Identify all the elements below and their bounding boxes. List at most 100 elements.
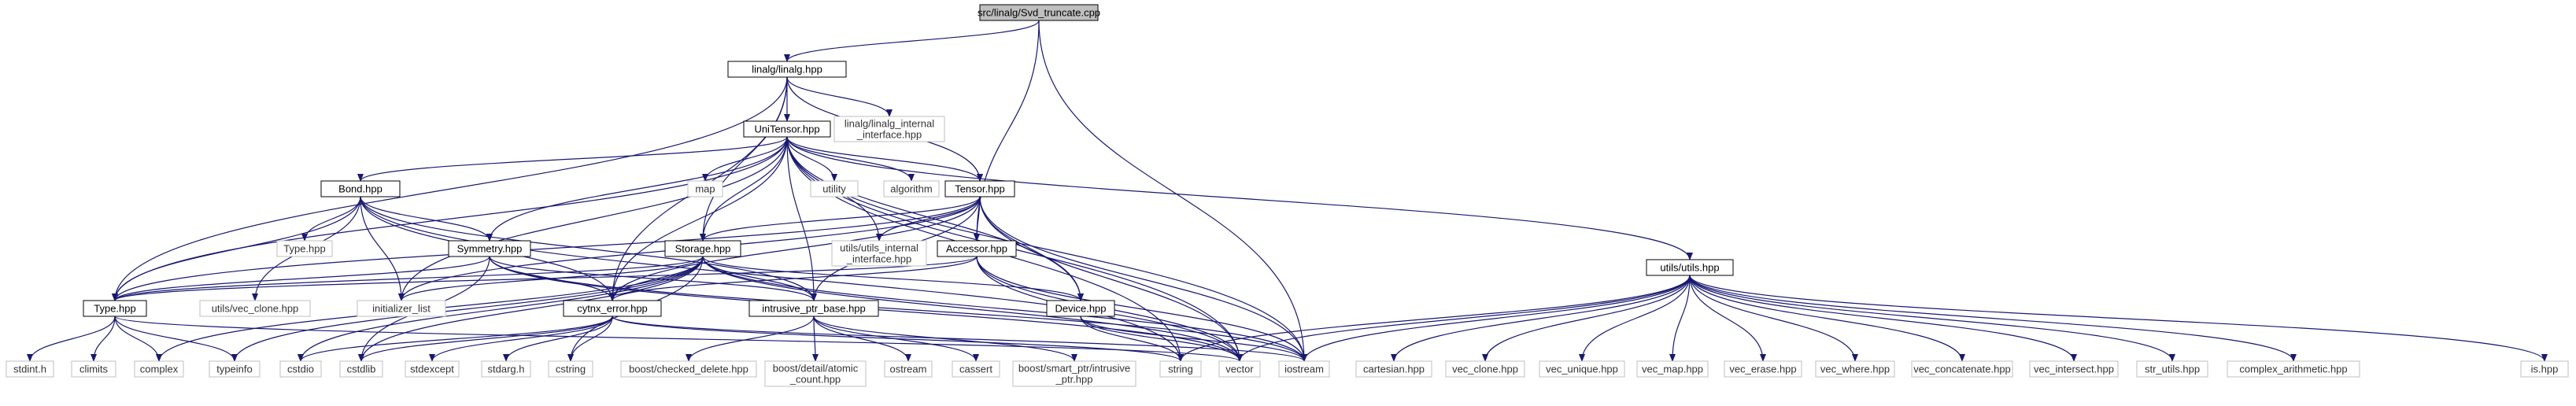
edge-utils-to-vector — [1236, 275, 1691, 362]
node-is_hpp: is.hpp — [2520, 360, 2569, 378]
node-label: boost/checked_delete.hpp — [629, 364, 748, 375]
node-accessor[interactable]: Accessor.hpp — [937, 240, 1017, 257]
node-box — [883, 180, 940, 197]
edge-storage-to-vector — [702, 256, 1243, 362]
node-label: Device.hpp — [1055, 303, 1106, 315]
node-label: typeinfo — [216, 364, 253, 375]
edge-unitensor-to-device — [786, 136, 1084, 301]
edge-linalg-to-linalg_internal — [786, 76, 893, 117]
node-box — [199, 300, 311, 317]
edge-tensor-to-storage — [700, 196, 981, 242]
node-box — [448, 240, 531, 257]
nodes-layer: src/linalg/Svd_truncate.cpp linalg/linalg… — [6, 4, 2569, 387]
node-bond[interactable]: Bond.hpp — [320, 180, 401, 197]
node-vec_where: vec_where.hpp — [1815, 360, 1895, 378]
edge-intrusive-to-boost_smart — [813, 316, 1077, 362]
node-box — [6, 360, 54, 378]
node-label: _ptr.hpp — [1055, 374, 1093, 386]
node-utils[interactable]: utils/utils.hpp — [1646, 259, 1734, 276]
node-label: utils/utils_internal — [840, 242, 918, 254]
node-complex: complex — [134, 360, 184, 378]
node-box — [743, 120, 831, 138]
edge-storage-to-iostream — [702, 256, 1307, 362]
edge-bond-to-type_hpp_ext — [301, 196, 361, 242]
node-label: vec_erase.hpp — [1729, 364, 1796, 375]
node-box — [1724, 360, 1802, 378]
node-box — [339, 360, 383, 378]
node-str_utils: str_utils.hpp — [2136, 360, 2208, 378]
edge-intrusive-to-cassert — [813, 316, 979, 362]
node-box — [71, 360, 116, 378]
edge-unitensor-to-algorithm — [786, 136, 915, 182]
node-box — [937, 240, 1017, 257]
node-box — [687, 180, 723, 197]
node-label: Storage.hpp — [675, 243, 731, 255]
node-box — [764, 360, 867, 387]
node-box — [2227, 360, 2360, 378]
node-stdint: stdint.h — [6, 360, 54, 378]
node-label: vector — [1225, 364, 1254, 375]
edge-bond-to-symmetry — [360, 196, 493, 242]
node-box — [209, 360, 261, 378]
node-map: map — [687, 180, 723, 197]
node-utility: utility — [810, 180, 859, 197]
node-box — [1159, 360, 1202, 378]
node-box — [1539, 360, 1625, 378]
edge-utils-to-complex_arith — [1689, 275, 2297, 362]
edge-utils-to-is_hpp — [1689, 275, 2548, 362]
node-box — [1278, 360, 1330, 378]
edge-utils-to-vec_concatenate — [1689, 275, 1965, 362]
edge-unitensor-to-tensor — [786, 136, 983, 182]
edge-accessor-to-cytnx_error — [609, 256, 978, 301]
node-label: Type.hpp — [283, 243, 326, 255]
node-tensor[interactable]: Tensor.hpp — [944, 180, 1015, 197]
edge-tensor-to-vector — [979, 196, 1243, 362]
edge-cytnx_error-to-cstring — [567, 316, 613, 362]
node-cytnx_error[interactable]: cytnx_error.hpp — [563, 300, 662, 317]
node-box — [2520, 360, 2569, 378]
node-vec_clone: vec_clone.hpp — [1445, 360, 1525, 378]
edge-type-to-climits — [91, 316, 116, 362]
edge-symmetry-to-intrusive — [489, 256, 817, 301]
node-label: vec_map.hpp — [1642, 364, 1703, 375]
node-label: utils/utils.hpp — [1660, 262, 1719, 274]
node-linalg[interactable]: linalg/linalg.hpp — [727, 61, 847, 78]
node-box — [952, 360, 1000, 378]
edge-tensor-to-type — [112, 196, 981, 301]
node-label: _interface.hpp — [846, 253, 911, 265]
node-climits: climits — [71, 360, 116, 378]
node-box — [134, 360, 184, 378]
node-storage[interactable]: Storage.hpp — [664, 240, 741, 257]
edge-unitensor-to-intrusive — [786, 136, 817, 301]
node-box — [1218, 360, 1261, 378]
node-cstdio: cstdio — [279, 360, 322, 378]
edge-storage-to-typeinfo — [231, 256, 704, 362]
edge-utils-to-vec_erase — [1689, 275, 1766, 362]
node-initializer_list: initializer_list — [357, 300, 446, 317]
edge-unitensor-to-bond — [357, 136, 788, 182]
node-boost_atomic: boost/detail/atomic_count.hpp — [764, 360, 867, 387]
node-unitensor[interactable]: UniTensor.hpp — [743, 120, 831, 138]
edge-intrusive-to-boost_checked — [686, 316, 815, 362]
edge-bond-to-type — [112, 196, 361, 301]
edge-cytnx_error-to-stdexcept — [429, 316, 613, 362]
edge-type-to-complex — [114, 316, 162, 362]
node-algorithm: algorithm — [883, 180, 940, 197]
node-symmetry[interactable]: Symmetry.hpp — [448, 240, 531, 257]
node-label: src/linalg/Svd_truncate.cpp — [978, 7, 1100, 19]
node-type[interactable]: Type.hpp — [83, 300, 147, 317]
node-device[interactable]: Device.hpp — [1046, 300, 1115, 317]
node-box — [563, 300, 662, 317]
node-box — [1636, 360, 1709, 378]
node-box — [320, 180, 401, 197]
edge-unitensor-to-iostream — [786, 136, 1307, 362]
node-box — [620, 360, 757, 378]
edge-utils-to-vec_unique — [1579, 275, 1691, 362]
edge-unitensor-to-utility — [786, 136, 837, 182]
edge-unitensor-to-initializer_list — [398, 136, 788, 301]
node-root[interactable]: src/linalg/Svd_truncate.cpp — [978, 4, 1100, 21]
edge-device-to-string — [1080, 316, 1184, 362]
node-intrusive[interactable]: intrusive_ptr_base.hpp — [748, 300, 879, 317]
edge-utils-to-vec_map — [1669, 275, 1691, 362]
node-linalg_internal: linalg/linalg_internal_interface.hpp — [833, 116, 945, 142]
